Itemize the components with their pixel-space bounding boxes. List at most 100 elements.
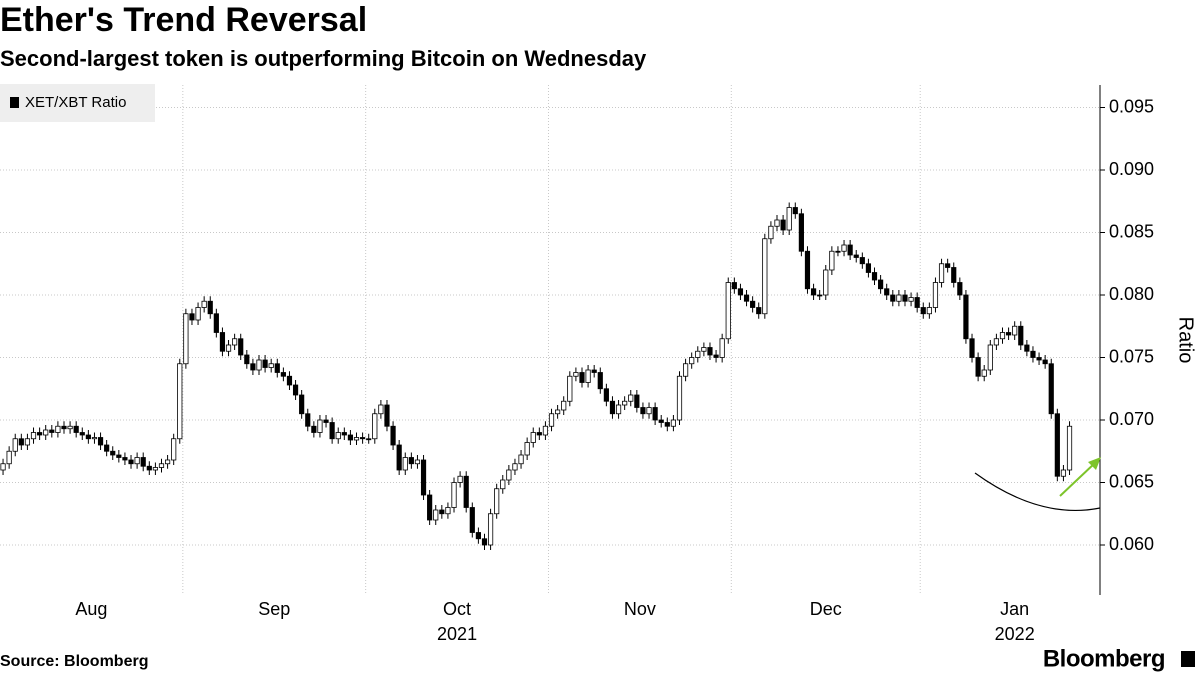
candle-body [847, 244, 853, 256]
candle-body [683, 363, 689, 377]
candle-body [6, 450, 12, 465]
x-tick-label: Nov [624, 599, 656, 619]
x-year-label: 2021 [437, 624, 477, 644]
candle-body [890, 294, 896, 302]
candle-body [798, 213, 804, 252]
candle-body [1066, 425, 1073, 471]
candle-body [475, 532, 481, 540]
candle-body [268, 363, 274, 368]
candle-body [73, 425, 79, 433]
candle-body [542, 425, 549, 436]
candle-body [445, 507, 451, 515]
candle-body [1030, 350, 1036, 358]
candle-body [250, 363, 256, 371]
candle-body [183, 313, 189, 365]
candle-body [329, 422, 335, 440]
candle-body [232, 338, 238, 346]
candles [0, 202, 1073, 550]
candle-body [701, 347, 707, 352]
candle-body [506, 469, 512, 481]
candle-body [615, 404, 622, 415]
candle-body [810, 288, 817, 296]
candle-body [969, 338, 975, 358]
x-year-label: 2022 [995, 624, 1035, 644]
candle-body [993, 338, 999, 346]
candle-body [463, 475, 469, 508]
candle-body [945, 263, 951, 268]
candle-body [841, 244, 847, 252]
candle-body [30, 432, 37, 440]
candle-body [433, 509, 439, 521]
candle-body [567, 375, 573, 402]
candle-body [335, 432, 341, 440]
candle-body [317, 419, 323, 433]
candle-body [670, 419, 677, 427]
candle-body [116, 454, 122, 458]
candle-body [384, 404, 390, 427]
candle-body [366, 438, 372, 441]
candle-body [548, 413, 555, 427]
candle-body [640, 407, 646, 415]
candle-body [725, 282, 731, 340]
candle-body [707, 347, 713, 356]
x-tick-label: Aug [75, 599, 107, 619]
candle-body [603, 388, 609, 402]
candle-body [43, 429, 49, 436]
candle-body [664, 422, 670, 427]
candle-body [12, 438, 18, 452]
candle-body [573, 372, 579, 377]
candle-body [146, 465, 152, 471]
candle-body [634, 394, 640, 408]
candle-body [1042, 359, 1048, 365]
y-axis-title: Ratio [1175, 317, 1197, 364]
candle-body [201, 300, 207, 308]
candle-body [158, 463, 165, 468]
annotation-arrowhead [1088, 457, 1101, 470]
candle-body [396, 444, 402, 471]
candle-body [110, 450, 116, 456]
candle-body [829, 250, 835, 271]
x-tick-label: Dec [810, 599, 842, 619]
candle-body [731, 282, 737, 290]
candle-body [719, 338, 725, 358]
candle-body [347, 434, 354, 441]
candle-body [676, 375, 683, 421]
candle-body [585, 369, 591, 383]
legend-swatch [10, 97, 19, 108]
candle-body [658, 419, 664, 423]
candle-body [713, 354, 719, 358]
candle-body [164, 459, 171, 465]
candle-body [274, 363, 280, 373]
candle-body [987, 344, 993, 371]
candle-body [213, 313, 219, 333]
annotation-curve [974, 472, 1101, 511]
candle-body [652, 407, 658, 421]
candle-body [914, 297, 920, 308]
candle-body [469, 507, 475, 533]
candle-body [24, 438, 31, 446]
candle-body [920, 307, 926, 315]
candle-body [737, 288, 744, 296]
candle-body [622, 400, 628, 406]
candle-body [524, 442, 530, 456]
candle-body [451, 482, 457, 508]
candle-body [140, 457, 146, 467]
candle-body [390, 425, 396, 446]
candle-body [494, 488, 500, 515]
candle-body [756, 307, 762, 315]
candle-body [896, 294, 902, 302]
candle-body [67, 425, 73, 430]
candle-body [427, 494, 433, 521]
source: Source: Bloomberg [0, 653, 148, 670]
candle-body [341, 432, 347, 436]
candle-body [292, 384, 299, 396]
candle-body [957, 282, 963, 296]
candle-body [951, 267, 957, 283]
candle-body [1018, 325, 1024, 346]
candle-body [768, 225, 774, 240]
candle-body [853, 254, 859, 258]
candle-body [938, 263, 945, 283]
candle-body [518, 454, 524, 465]
y-tick-label: 0.090 [1109, 159, 1154, 179]
candle-body [55, 425, 61, 433]
